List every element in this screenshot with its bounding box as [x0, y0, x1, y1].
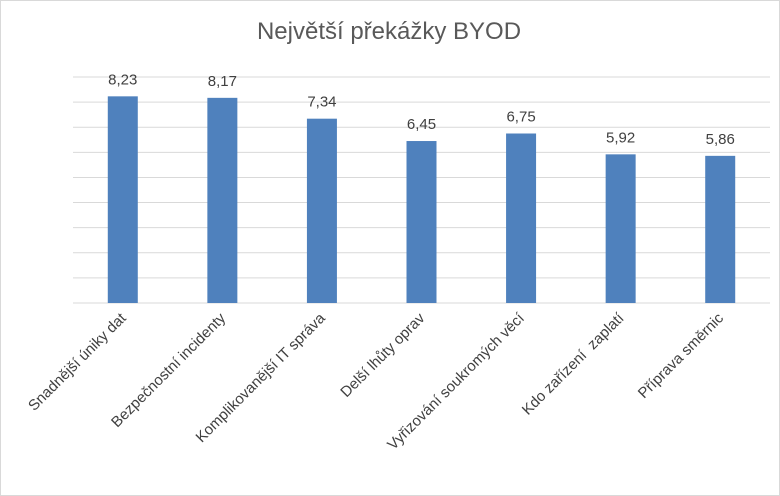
value-labels: 8,23 8,17 7,34 6,45 6,75 5,92 5,86 — [108, 71, 735, 148]
bar — [506, 133, 537, 303]
value-label: 5,86 — [706, 131, 735, 148]
chart-title: Největší překážky BYOD — [256, 18, 522, 45]
value-label: 7,34 — [307, 94, 336, 111]
value-label: 8,23 — [108, 71, 137, 88]
bar — [107, 96, 138, 303]
bars — [107, 96, 736, 303]
category-label: Delší lhůty oprav — [337, 309, 428, 400]
category-label: Snadnější úniky dat — [25, 309, 130, 414]
bar — [306, 118, 337, 303]
bar — [406, 141, 437, 303]
bar — [705, 155, 736, 303]
category-label: Kdo zařízení zaplatí — [519, 309, 628, 418]
bar — [207, 97, 238, 303]
category-label: Bezpečnostní incidenty — [108, 309, 229, 430]
value-label: 5,92 — [606, 129, 635, 146]
category-label: Příprava směrnic — [635, 309, 728, 402]
value-label: 8,17 — [208, 73, 237, 90]
bar — [605, 154, 636, 303]
value-label: 6,45 — [407, 116, 436, 133]
value-label: 6,75 — [506, 109, 535, 126]
